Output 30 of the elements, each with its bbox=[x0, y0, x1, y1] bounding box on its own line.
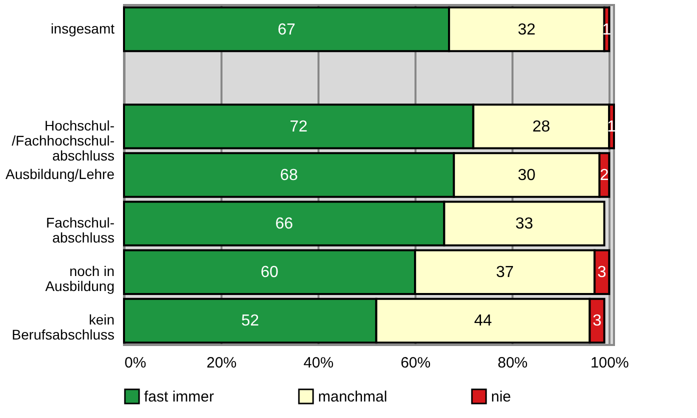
data-label: 3 bbox=[597, 264, 606, 282]
y-tick-label: insgesamt bbox=[50, 20, 115, 36]
data-label: 68 bbox=[280, 167, 298, 184]
y-tick-label: noch in Ausbildung bbox=[45, 263, 114, 294]
data-label: 3 bbox=[592, 312, 602, 330]
data-label: 72 bbox=[290, 118, 308, 136]
legend-label: fast immer bbox=[144, 388, 214, 406]
data-label: 37 bbox=[496, 264, 514, 282]
data-label: 60 bbox=[260, 264, 279, 282]
data-label: 2 bbox=[600, 167, 609, 184]
x-tick-label: 80% bbox=[498, 354, 528, 372]
x-tick-label: 100% bbox=[590, 354, 629, 372]
data-label: 67 bbox=[278, 21, 296, 38]
data-label: 32 bbox=[518, 21, 536, 38]
x-tick-label: 0% bbox=[124, 354, 146, 372]
x-tick-label: 40% bbox=[304, 354, 334, 372]
data-label: 44 bbox=[474, 312, 492, 330]
x-tick-label: 20% bbox=[206, 354, 237, 372]
data-label: 30 bbox=[518, 167, 536, 184]
legend-label: manchmal bbox=[318, 388, 388, 406]
data-label: 28 bbox=[532, 118, 550, 136]
y-tick-label: Hochschul- /Fachhochschul- abschluss bbox=[12, 117, 115, 164]
data-label: 52 bbox=[241, 312, 260, 330]
data-label: 66 bbox=[275, 216, 294, 233]
y-tick-label: Fachschul- abschluss bbox=[46, 214, 115, 246]
data-label: 33 bbox=[515, 216, 534, 233]
y-tick-label: Ausbildung/Lehre bbox=[6, 166, 115, 182]
x-tick-label: 60% bbox=[400, 354, 431, 372]
y-tick-label: kein Berufsabschluss bbox=[12, 312, 114, 343]
legend-label: nie bbox=[491, 388, 512, 406]
